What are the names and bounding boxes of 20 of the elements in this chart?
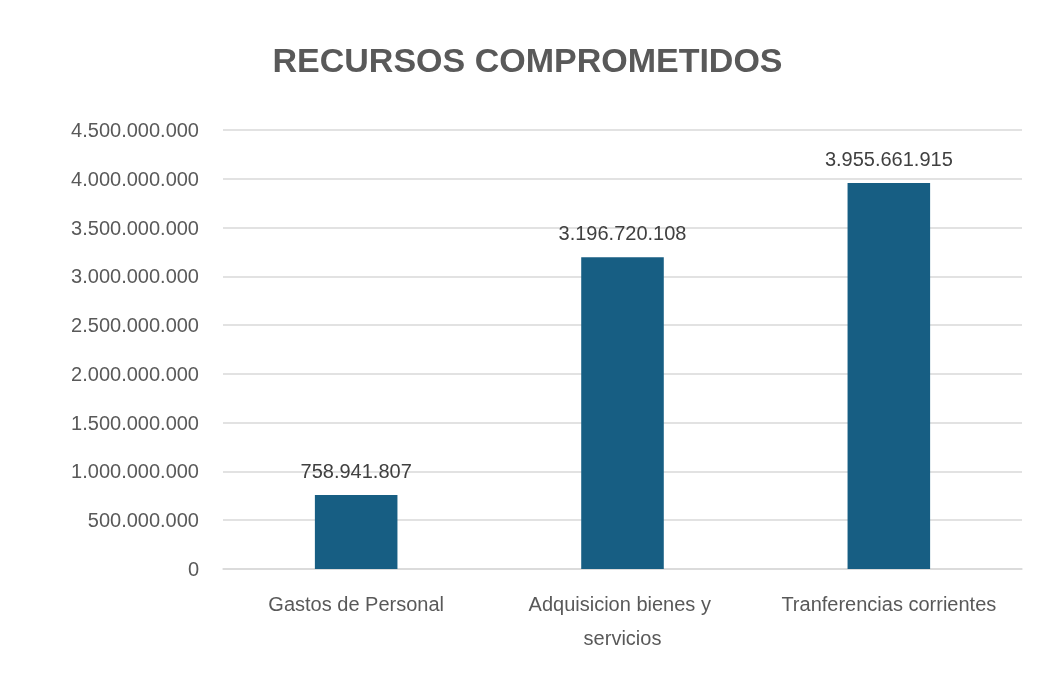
data-label: 3.196.720.108 xyxy=(558,222,687,245)
data-label: 758.941.807 xyxy=(300,459,412,482)
y-tick-label: 2.000.000.000 xyxy=(71,362,199,385)
y-tick-label: 4.500.000.000 xyxy=(71,119,199,141)
y-tick-label: 500.000.000 xyxy=(87,509,199,532)
chart-title: RECURSOS COMPROMETIDOS xyxy=(272,41,783,79)
y-tick-label: 1.500.000.000 xyxy=(71,411,199,434)
y-tick-label: 3.500.000.000 xyxy=(71,216,199,239)
y-tick-label: 4.000.000.000 xyxy=(71,167,199,190)
data-label: 3.955.661.915 xyxy=(824,148,953,171)
bar xyxy=(847,183,931,569)
x-tick-label: Adquisicion bienes y servicios xyxy=(528,593,717,649)
bar xyxy=(314,494,398,569)
y-tick-label: 3.000.000.000 xyxy=(71,265,199,288)
y-tick-label: 2.500.000.000 xyxy=(71,314,199,337)
bar xyxy=(581,257,664,569)
y-tick-label: 0 xyxy=(187,558,199,580)
x-tick-label: Gastos de Personal xyxy=(268,593,444,615)
y-tick-label: 1.000.000.000 xyxy=(71,460,199,483)
x-tick-label: Tranferencias corrientes xyxy=(781,593,997,615)
